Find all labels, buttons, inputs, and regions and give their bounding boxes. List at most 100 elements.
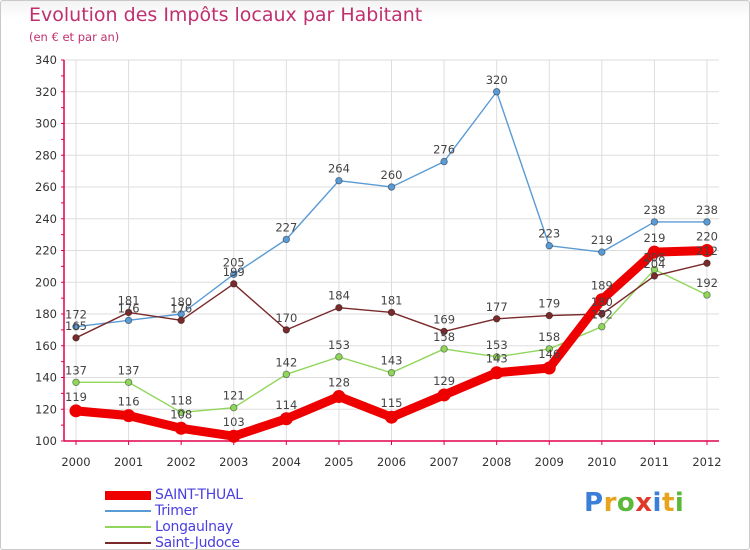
data-label-longaulnay: 142 [275,355,297,369]
data-point-trimer [124,316,133,325]
logo-letter: i [674,488,685,518]
logo-letter: i [652,488,662,518]
logo-letter: P [584,488,604,518]
data-point-longaulnay [124,378,133,386]
data-label-saint-judoce: 169 [433,312,455,326]
data-label-trimer: 227 [275,220,297,234]
data-label-trimer: 238 [696,203,718,217]
legend-swatch-trimer [105,510,151,512]
data-label-saint-thual: 146 [538,347,560,361]
legend-item-saint-judoce: Saint-Judoce [105,535,243,550]
data-label-trimer: 264 [328,162,350,176]
x-tick-label: 2011 [640,455,669,469]
data-point-saint-thual [227,429,241,443]
y-tick-label: 260 [35,180,57,194]
x-tick-label: 2009 [535,455,564,469]
data-point-saint-judoce [387,308,396,317]
x-tick-label: 2008 [482,455,511,469]
data-point-trimer [335,176,343,185]
data-label-longaulnay: 137 [118,363,140,377]
y-tick-label: 240 [35,212,57,226]
data-point-longaulnay [177,408,185,417]
data-point-longaulnay [703,291,711,299]
data-label-saint-thual: 103 [223,415,245,429]
data-point-saint-judoce [282,326,291,334]
legend-item-longaulnay: Longaulnay [105,519,243,535]
x-tick-label: 2003 [219,455,248,469]
x-tick-label: 2002 [167,455,196,469]
y-tick-label: 280 [35,148,57,162]
y-tick-label: 180 [35,307,57,321]
data-point-longaulnay [545,345,553,353]
data-label-longaulnay: 121 [223,389,245,403]
legend-label-saint-judoce: Saint-Judoce [155,535,240,550]
axes: 100 120 140 160 180 200 220 240 260 280 300 320 340 2… [35,53,722,469]
data-label-saint-thual: 219 [643,231,665,245]
proxiti-logo: Proxiti [584,488,684,518]
data-point-saint-thual [174,421,188,435]
data-label-saint-thual: 128 [328,376,350,390]
data-label-trimer: 205 [223,255,245,269]
data-point-trimer [545,242,553,250]
grid-lines [64,59,719,441]
data-label-trimer: 219 [591,233,613,247]
data-label-saint-thual: 108 [170,407,192,421]
data-point-longaulnay [230,403,238,412]
data-label-saint-thual: 114 [275,398,297,412]
y-tick-label: 300 [35,117,57,131]
data-point-trimer [598,248,606,256]
y-tick-label: 160 [35,339,57,353]
data-point-saint-thual [700,244,714,257]
data-label-longaulnay: 143 [381,354,403,368]
data-label-saint-thual: 119 [65,390,87,404]
data-point-longaulnay [335,353,343,361]
x-tick-label: 2007 [429,455,458,469]
data-label-saint-judoce: 204 [643,257,665,271]
logo-letter: t [661,488,675,518]
data-point-longaulnay [282,370,291,379]
data-label-trimer: 276 [433,143,455,157]
data-point-longaulnay [492,353,501,361]
data-point-saint-judoce [72,334,80,342]
data-label-saint-judoce: 165 [65,319,87,333]
data-point-trimer [230,270,238,279]
data-point-saint-thual [279,412,293,426]
data-point-saint-thual [332,390,346,404]
data-point-saint-thual [437,388,451,402]
y-tick-label: 120 [35,402,57,416]
data-point-longaulnay [387,369,396,377]
data-label-saint-thual: 115 [381,396,403,410]
data-label-longaulnay: 158 [433,330,455,344]
data-point-saint-judoce [650,272,659,280]
data-label-saint-judoce: 199 [223,265,245,279]
data-label-trimer: 320 [486,73,508,87]
x-tick-label: 2010 [587,455,616,469]
data-label-saint-judoce: 212 [696,244,718,258]
series-lines [69,88,714,443]
y-tick-label: 220 [35,244,57,258]
data-label-longaulnay: 137 [65,363,87,377]
x-tick-label: 2006 [377,455,406,469]
data-point-trimer [650,218,659,226]
data-point-saint-thual [490,366,504,380]
data-point-saint-judoce [545,311,553,320]
data-point-saint-thual [69,404,83,418]
data-point-longaulnay [440,345,448,353]
legend: SAINT-THUAL Trimer Longaulnay Saint-Judo… [105,487,243,550]
data-label-longaulnay: 158 [538,330,560,344]
data-label-saint-judoce: 181 [381,293,403,307]
data-label-trimer: 180 [170,295,192,309]
data-point-trimer [703,218,711,226]
data-point-saint-thual [122,409,136,423]
legend-label-trimer: Trimer [155,503,198,519]
data-point-saint-judoce [492,315,501,323]
data-label-saint-judoce: 184 [328,289,350,303]
data-label-trimer: 260 [381,168,403,182]
x-tick-label: 2001 [114,455,143,469]
data-point-saint-thual [542,361,556,375]
data-label-longaulnay: 153 [486,338,508,352]
data-label-longaulnay: 208 [643,251,665,265]
data-label-saint-judoce: 170 [275,311,297,325]
data-point-trimer [387,183,396,191]
